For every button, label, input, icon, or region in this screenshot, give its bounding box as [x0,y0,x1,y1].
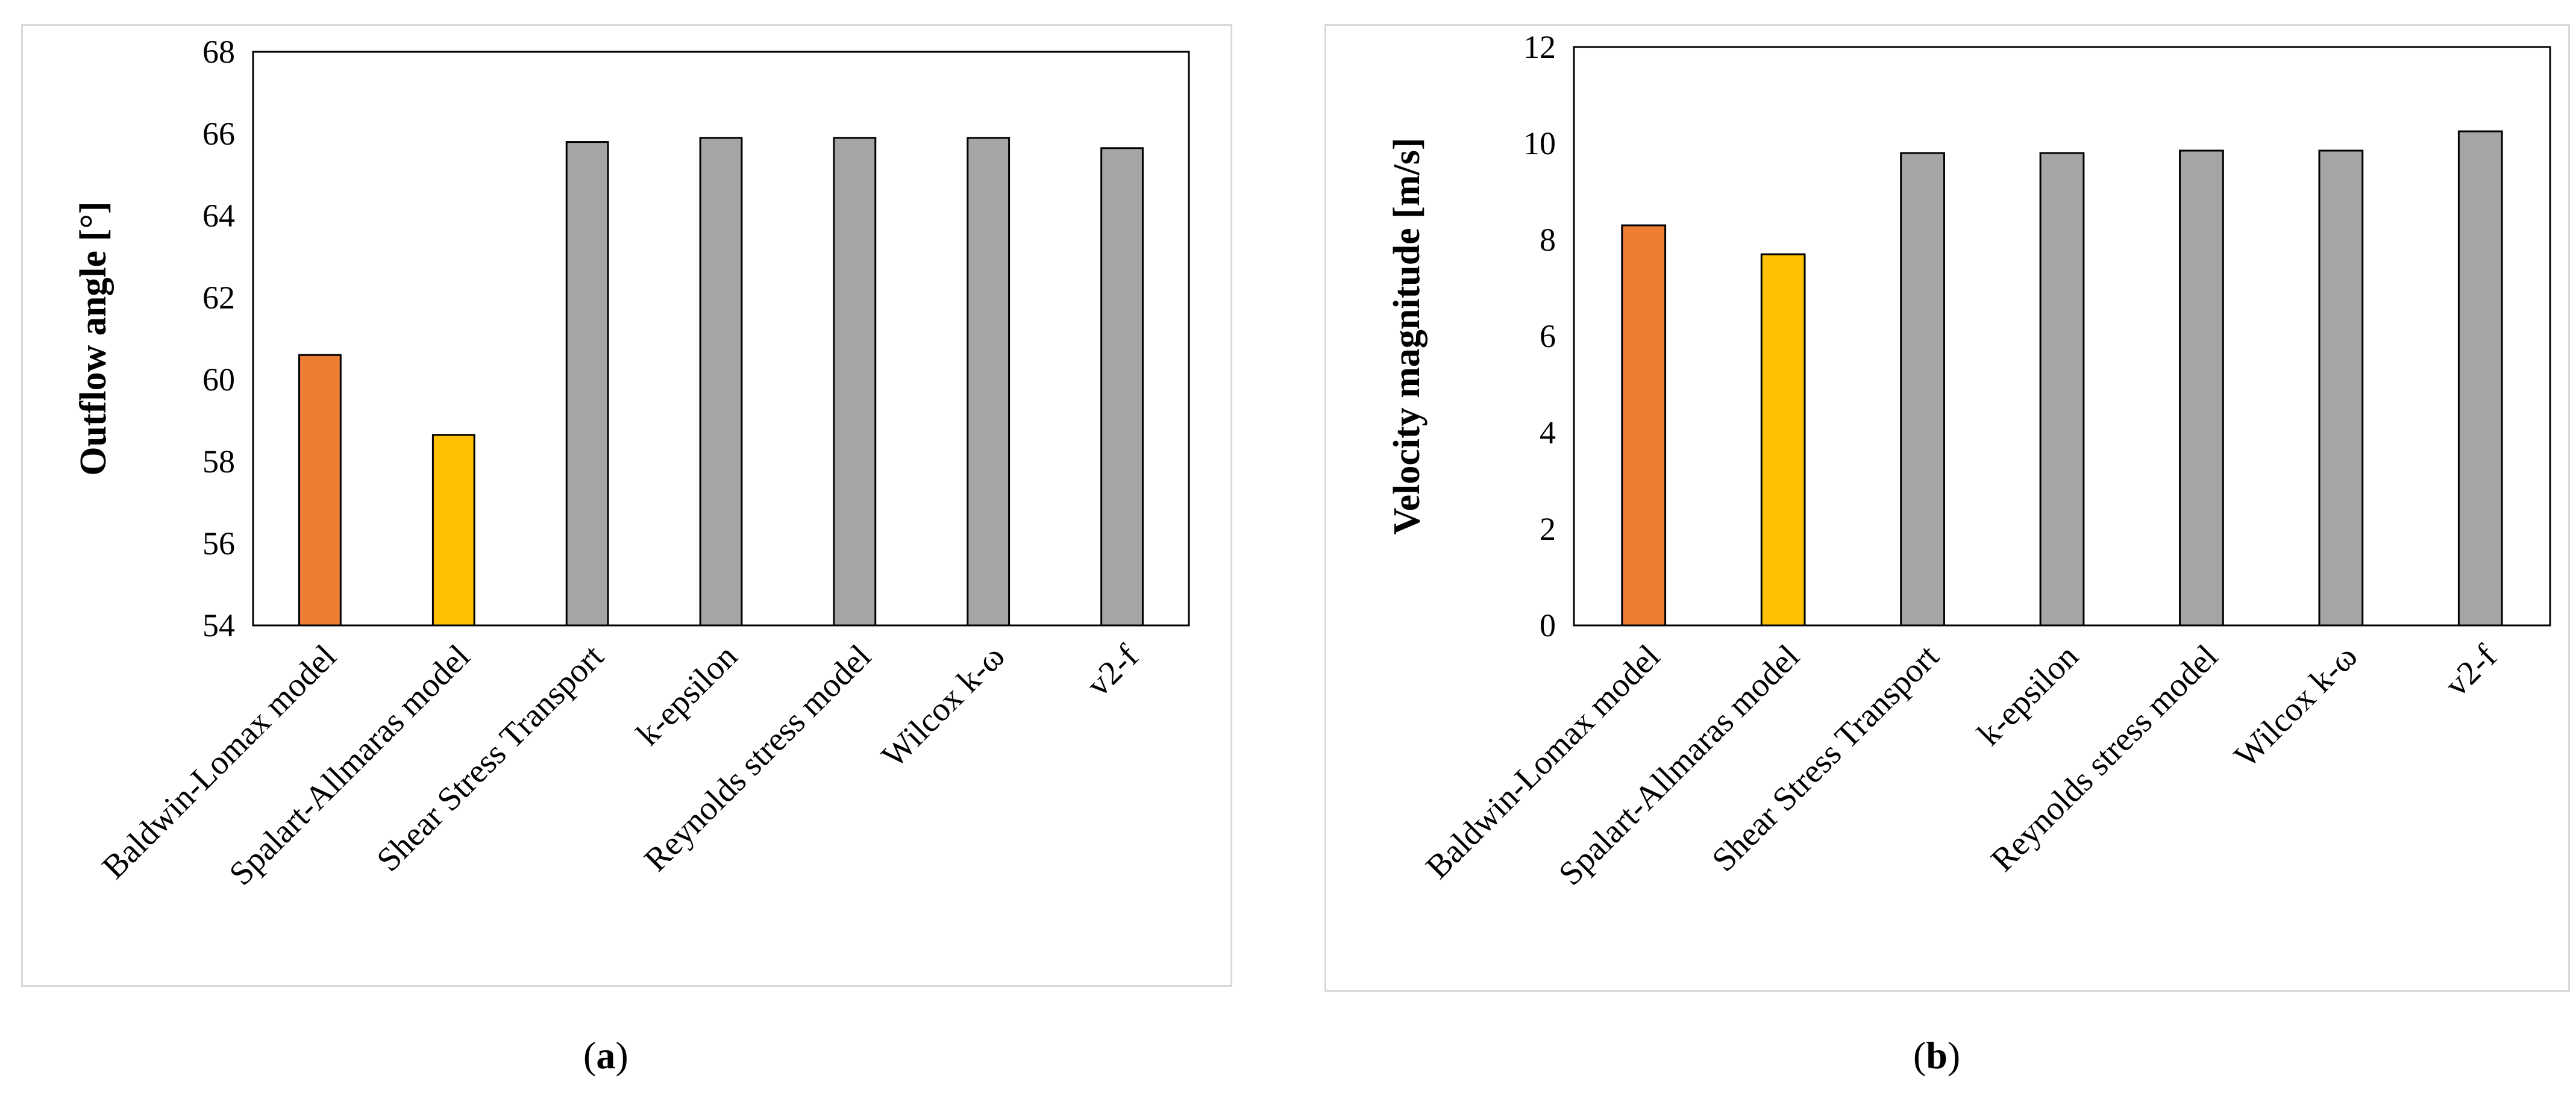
bar [2318,149,2364,627]
y-tick-label: 60 [202,362,235,398]
x-tick-label: Reynolds stress model [1984,637,2225,878]
x-tick-label: Spalart-Allmaras model [1552,637,1807,892]
x-tick-label: v2-f [2438,637,2504,704]
y-tick-label: 4 [1540,415,1556,451]
y-tick-label: 64 [202,198,235,234]
x-tick-label: Shear Stress Transport [1705,637,1947,879]
panel-label-b: (b) [1913,1034,1961,1077]
y-tick-label: 54 [202,607,235,643]
panel-label-a: (a) [583,1034,628,1077]
bar [967,137,1011,627]
bar [699,137,743,627]
bar [1621,224,1667,627]
y-tick-label: 58 [202,443,235,480]
x-tick-label: k-epsilon [1970,637,2086,753]
y-tick-label: 56 [202,525,235,562]
bar [1100,147,1144,627]
bar [1900,152,1945,627]
y-tick-label: 62 [202,280,235,316]
y-axis-label: Velocity magnitude [m/s] [1387,138,1427,535]
bar [2457,130,2503,627]
chart-panel-a [21,24,1232,987]
y-tick-label: 68 [202,34,235,70]
y-tick-label: 12 [1523,29,1556,65]
y-axis-label: Outflow angle [°] [73,201,114,475]
y-tick-label: 66 [202,116,235,152]
y-tick-label: 10 [1523,125,1556,161]
bar [1760,253,1806,627]
bar [565,141,609,627]
y-tick-label: 6 [1540,318,1556,354]
y-tick-label: 2 [1540,511,1556,547]
bar [833,137,877,627]
bar [2179,149,2224,627]
y-tick-label: 8 [1540,222,1556,258]
y-tick-label: 0 [1540,607,1556,643]
bar [2039,152,2085,627]
x-tick-label: Baldwin-Lomax model [1419,637,1667,886]
bar [298,354,342,627]
bar [431,434,475,627]
x-tick-label: Wilcox k-ω [2227,637,2364,775]
